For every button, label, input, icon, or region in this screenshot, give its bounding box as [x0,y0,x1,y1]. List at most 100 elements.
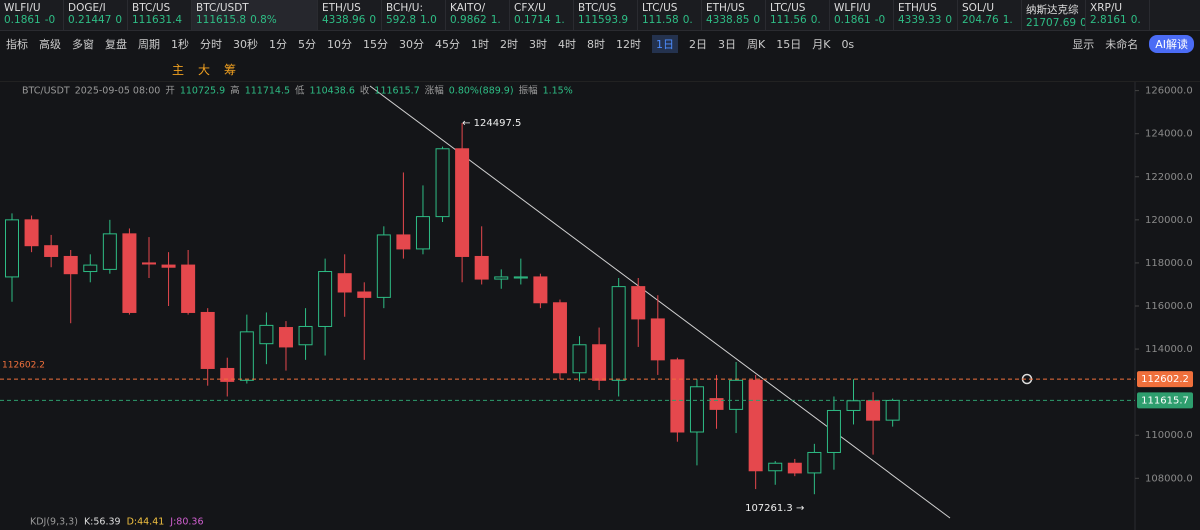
tab-price: 111.58 [642,14,679,26]
toolbar-item[interactable]: 3时 [529,38,547,51]
ticker-tab[interactable]: BTC/US 111593.9 [574,0,638,30]
candle-body [729,379,744,410]
draw-tool[interactable]: 主 [172,62,185,77]
draw-tool[interactable]: 大 [198,62,211,77]
candle-body [650,318,665,361]
tab-change: -0 [44,14,56,26]
candle-body [102,233,117,270]
draw-tool[interactable]: 筹 [224,62,237,77]
tab-row: ETH/US [898,2,953,14]
price-label-bg [1137,371,1193,388]
ticker-tab[interactable]: KAITO/0.9862 1. [446,0,510,30]
ticker-tab[interactable]: WLFI/U 0.1861 -0 [0,0,64,30]
toolbar: 指标 高级 多窗 复盘 周期 1秒 分时 30秒 1分 5分 10分 15分 30分 45分 1时 2时 3时 4… [0,31,1200,57]
tab-row: SOL/U [962,2,1017,14]
candle-body [5,219,19,278]
candle-body [455,148,470,257]
tab-row: 111.56 0. [770,14,825,26]
tab-name: BTC/US [132,2,171,14]
tab-name: ETH/US [322,2,361,14]
tab-change: 0. [1130,14,1141,26]
toolbar-item[interactable]: 多窗 [72,38,94,51]
ai-button[interactable]: AI解读 [1149,35,1194,53]
ticker-tab[interactable]: ETH/US 4339.33 0 [894,0,958,30]
tab-name: BTC/USDT [196,2,249,14]
toolbar-item[interactable]: 10分 [327,38,352,51]
ticker-tab[interactable]: LTC/US 111.56 0. [766,0,830,30]
candle-body [631,286,646,320]
ticker-tab[interactable]: BTC/USDT 111615.8 0.8% [192,0,318,30]
toolbar-item[interactable]: 周期 [138,38,160,51]
tab-row: BTC/US [578,2,633,14]
toolbar-item[interactable]: 15分 [363,38,388,51]
tab-change: 0 [369,14,377,26]
ticker-tab[interactable]: XRP/U 2.8161 0. [1086,0,1150,30]
candle-body [435,148,450,218]
tab-change: 0. [682,14,693,26]
tab-change: 0. [1080,17,1085,29]
toolbar-item[interactable]: 3日 [718,38,736,51]
ticker-tab[interactable]: WLFI/U 0.1861 -0 [830,0,894,30]
ticker-tab[interactable]: ETH/US 4338.85 0 [702,0,766,30]
candle-body [846,400,861,411]
ticker-tab[interactable]: SOL/U 204.76 1. [958,0,1022,30]
toolbar-item[interactable]: 8时 [587,38,605,51]
info-value: 110438.6 [310,86,355,97]
toolbar-item[interactable]: 1分 [269,38,287,51]
drawing-toolbar: 主大筹 [0,57,1200,82]
toolbar-item[interactable]: 2时 [500,38,518,51]
ticker-tab[interactable]: LTC/US 111.58 0. [638,0,702,30]
tab-row: LTC/US [770,2,825,14]
tab-name: ETH/US [706,2,745,14]
y-tick-label: 116000.0 [1145,301,1193,312]
tab-name: BTC/US [578,2,617,14]
tab-row: BTC/US [132,2,187,14]
info-key: 涨幅 [425,85,445,97]
toolbar-item[interactable]: 周K [747,38,766,51]
y-tick-label: 122000.0 [1145,172,1193,183]
candle-body [572,344,587,374]
ticker-tab[interactable]: ETH/US 4338.96 0 [318,0,382,30]
tab-price: 111593.9 [578,14,629,26]
toolbar-item[interactable]: 5分 [298,38,316,51]
tab-price: 204.76 [962,14,999,26]
tab-price: 21707.69 [1026,17,1077,29]
tab-row: 4338.85 0 [706,14,761,26]
tab-row: 0.21447 0 [68,14,123,26]
toolbar-item[interactable]: 15日 [776,38,802,51]
toolbar-item[interactable]: 12时 [616,38,641,51]
toolbar-item[interactable]: 显示 [1072,38,1095,51]
tab-row: WLFI/U [834,2,889,14]
toolbar-item[interactable]: 2日 [689,38,707,51]
ticker-tab[interactable]: DOGE/I 0.21447 0 [64,0,128,30]
candle-body [278,327,293,348]
tab-price: 2.8161 [1090,14,1127,26]
toolbar-item[interactable]: 指标 [6,38,28,51]
toolbar-item[interactable]: 分时 [200,38,222,51]
ticker-tab[interactable]: BCH/U: 592.8 1.0 [382,0,446,30]
tab-row: 0.1861 -0 [834,14,889,26]
toolbar-item[interactable]: 1日 [652,35,678,53]
toolbar-item[interactable]: 复盘 [105,38,127,51]
toolbar-item[interactable]: 高级 [39,38,61,51]
tab-change: 1. [490,14,501,26]
candle-body [709,398,724,410]
ticker-tab[interactable]: BTC/US 111631.4 [128,0,192,30]
tab-price: 4338.85 [706,14,750,26]
ticker-tab[interactable]: CFX/U 0.1714 1. [510,0,574,30]
candle-body [670,359,685,433]
toolbar-item[interactable]: 30秒 [233,38,258,51]
tab-row: 4338.96 0 [322,14,377,26]
toolbar-item[interactable]: 1秒 [171,38,189,51]
tab-row: ETH/US [706,2,761,14]
candle-body [24,219,39,247]
toolbar-item[interactable]: 月K [812,38,831,51]
toolbar-item[interactable]: 4时 [558,38,576,51]
toolbar-item[interactable]: 未命名 [1105,38,1139,51]
toolbar-item[interactable]: 0s [841,37,855,51]
toolbar-item[interactable]: 1时 [471,38,489,51]
toolbar-item[interactable]: 45分 [435,38,460,51]
toolbar-item[interactable]: 30分 [399,38,424,51]
info-value: 1.15% [543,86,573,97]
